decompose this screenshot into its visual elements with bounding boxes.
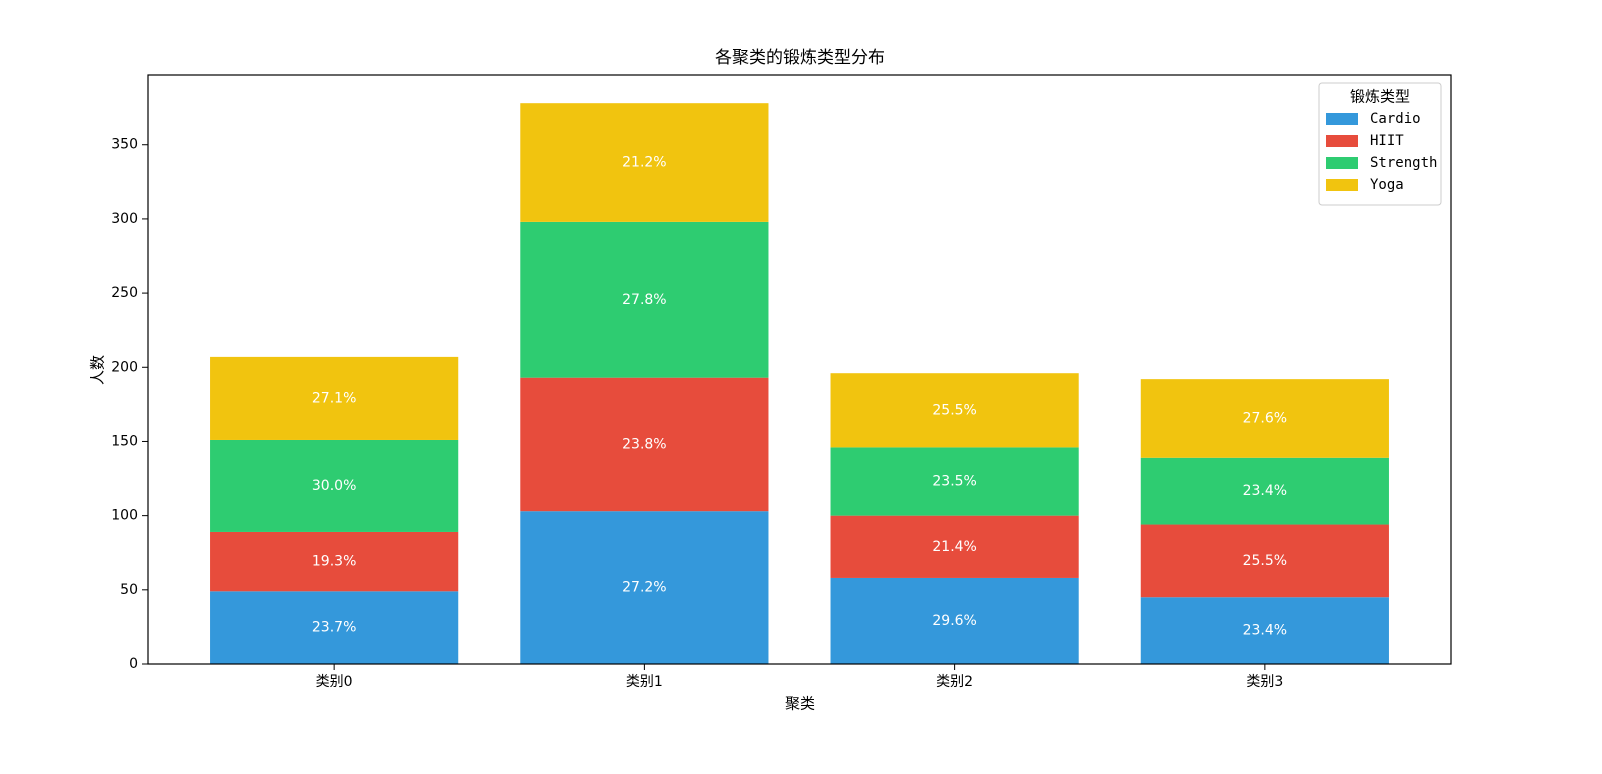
- bar-segment: [210, 356, 459, 440]
- y-tick-label: 250: [111, 285, 138, 301]
- value-label: 27.1%: [312, 390, 356, 406]
- legend-label: Yoga: [1370, 177, 1404, 193]
- bar-segment: [520, 377, 769, 512]
- bar-segment: [830, 577, 1079, 664]
- bar-segment: [1140, 597, 1389, 664]
- chart-title: 各聚类的锻炼类型分布: [715, 48, 885, 68]
- value-label: 27.2%: [622, 580, 666, 596]
- value-label: 27.8%: [622, 292, 666, 308]
- y-tick-label: 100: [111, 508, 138, 524]
- legend-title: 锻炼类型: [1350, 88, 1410, 106]
- value-label: 21.4%: [932, 539, 976, 555]
- x-tick-label: 类别0: [316, 674, 353, 690]
- value-label: 19.3%: [312, 554, 356, 570]
- bar-segment: [520, 511, 769, 664]
- value-label: 23.4%: [1243, 483, 1287, 499]
- value-label: 21.2%: [622, 155, 666, 171]
- plot-frame: [147, 74, 1452, 665]
- value-label: 25.5%: [1243, 553, 1287, 569]
- legend-label: HIIT: [1370, 133, 1404, 149]
- bar-segment: [520, 221, 769, 378]
- x-tick-label: 类别1: [626, 674, 663, 690]
- x-axis-label: 聚类: [785, 695, 815, 713]
- bar-segment: [830, 515, 1079, 578]
- bar-segment: [1140, 524, 1389, 598]
- bar-segment: [210, 531, 459, 592]
- legend-swatch: [1326, 113, 1358, 125]
- x-tick-label: 类别2: [936, 674, 973, 690]
- value-label: 23.5%: [932, 474, 976, 490]
- bar-segment: [210, 591, 459, 664]
- bar-segment: [830, 373, 1079, 448]
- y-axis-label: 人数: [89, 355, 107, 385]
- value-label: 27.6%: [1243, 410, 1287, 426]
- y-tick-label: 300: [111, 211, 138, 227]
- bar-segment: [1140, 379, 1389, 458]
- value-label: 23.4%: [1243, 623, 1287, 639]
- bar-segment: [830, 447, 1079, 516]
- value-label: 29.6%: [932, 613, 976, 629]
- y-tick-label: 0: [129, 656, 138, 672]
- y-tick-label: 200: [111, 359, 138, 375]
- value-label: 23.7%: [312, 620, 356, 636]
- legend-swatch: [1326, 179, 1358, 191]
- x-tick-label: 类别3: [1246, 674, 1283, 690]
- value-label: 23.8%: [622, 436, 666, 452]
- legend-swatch: [1326, 157, 1358, 169]
- y-tick-label: 350: [111, 137, 138, 153]
- value-label: 30.0%: [312, 478, 356, 494]
- y-tick-label: 150: [111, 433, 138, 449]
- bar-segment: [520, 103, 769, 222]
- legend-label: Strength: [1370, 155, 1437, 171]
- bar-segment: [210, 439, 459, 532]
- bar-segment: [1140, 457, 1389, 525]
- value-label: 25.5%: [932, 402, 976, 418]
- y-tick-label: 50: [120, 582, 138, 598]
- legend-label: Cardio: [1370, 111, 1421, 127]
- legend-swatch: [1326, 135, 1358, 147]
